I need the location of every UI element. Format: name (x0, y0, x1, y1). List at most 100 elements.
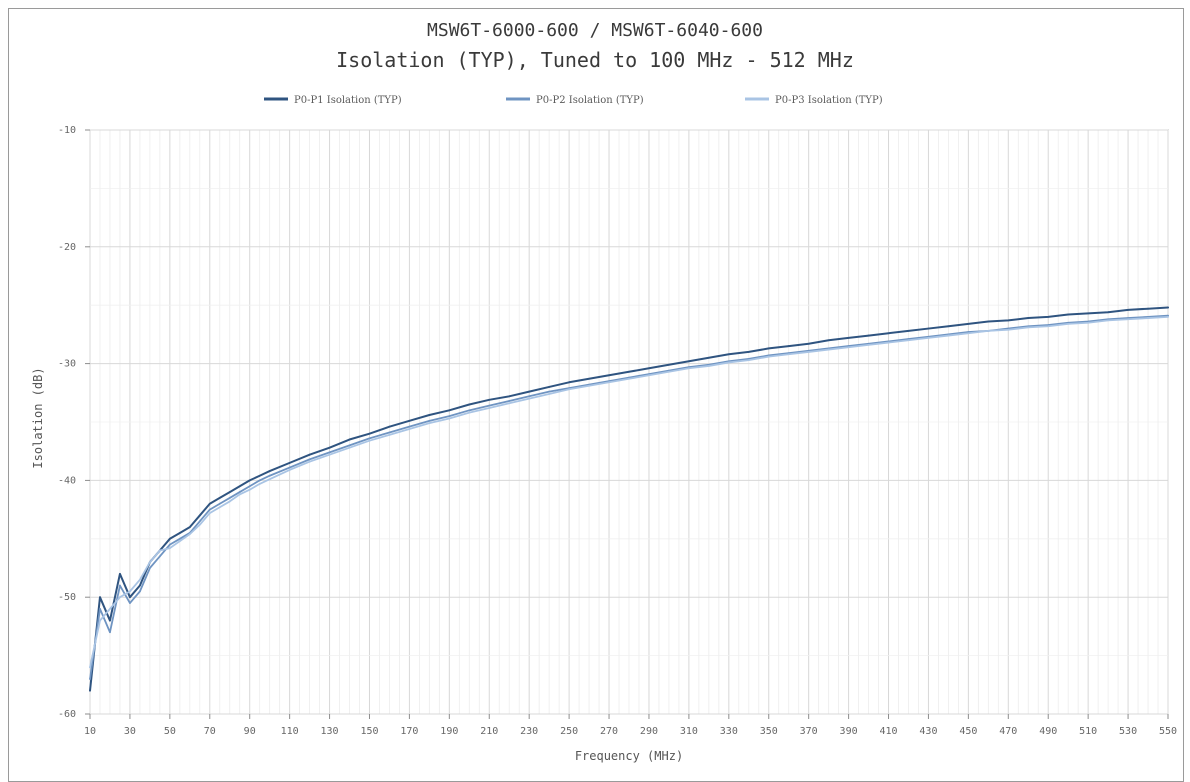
series-1-point (767, 347, 770, 350)
series-2-point (148, 567, 151, 569)
series-2-point (388, 431, 391, 434)
series-3-point (308, 460, 311, 463)
series-1-point (109, 619, 111, 622)
series-1-point (168, 537, 171, 540)
series-1-point (707, 356, 710, 359)
series-3-point (1167, 315, 1169, 318)
series-3-point (508, 402, 511, 405)
series-3-point (987, 330, 990, 332)
series-1-point (1047, 315, 1050, 318)
series-3-point (408, 428, 411, 430)
chart-title: MSW6T-6000-600 / MSW6T-6040-600 (427, 20, 763, 41)
series-3-point (268, 478, 271, 481)
x-tick-label-270: 270 (600, 726, 618, 737)
series-2-point (129, 602, 131, 604)
series-3-point (787, 353, 790, 356)
series-2-point (208, 508, 211, 511)
series-1-point (188, 526, 191, 529)
x-tick-label-310: 310 (680, 726, 698, 737)
series-1-point (947, 325, 950, 328)
series-3-point (488, 407, 491, 409)
series-2-point (468, 409, 471, 412)
series-3-point (178, 540, 181, 543)
series-3-point (448, 417, 451, 420)
series-1-point (99, 596, 101, 599)
series-2-point (198, 520, 201, 523)
series-1-point (907, 330, 910, 332)
series-3-point (168, 547, 171, 550)
series-3-point (188, 533, 191, 536)
series-1-point (747, 351, 750, 353)
series-2-point (548, 390, 551, 393)
series-3-point (1107, 319, 1110, 322)
x-tick-label-50: 50 (164, 726, 176, 737)
series-2-point (139, 590, 141, 593)
series-1-point (608, 374, 610, 377)
x-tick-label-350: 350 (760, 726, 778, 737)
x-tick-label-290: 290 (640, 726, 658, 737)
series-3-point (119, 596, 121, 599)
series-1-point (967, 322, 970, 325)
x-tick-label-370: 370 (800, 726, 818, 737)
series-3-point (608, 381, 610, 384)
series-1-point (568, 381, 571, 384)
series-3-point (348, 446, 351, 449)
x-axis-label: Frequency (MHz) (575, 749, 683, 763)
series-1-point (1027, 317, 1030, 319)
series-2-point (109, 631, 111, 634)
x-tick-label-130: 130 (321, 726, 339, 737)
series-3-point (368, 439, 371, 442)
x-tick-label-330: 330 (720, 726, 738, 737)
series-line-2 (89, 314, 1169, 680)
series-3-point (198, 523, 201, 526)
series-2-point (488, 404, 491, 407)
series-line-1 (89, 306, 1169, 692)
y-tick-label--30: -30 (58, 359, 76, 370)
series-3-point (927, 337, 930, 339)
series-1-point (687, 360, 690, 363)
x-tick-label-510: 510 (1079, 726, 1097, 737)
x-tick-label-410: 410 (879, 726, 897, 737)
series-1-point (208, 502, 211, 505)
x-tick-label-530: 530 (1119, 726, 1137, 737)
y-axis-label: Isolation (dB) (31, 367, 45, 468)
series-1-point (827, 339, 830, 342)
series-1-point (218, 497, 221, 499)
series-1-point (528, 390, 531, 393)
y-tick-label--40: -40 (58, 475, 76, 486)
series-1-point (119, 572, 121, 575)
series-3-point (887, 341, 890, 344)
series-3-point (668, 370, 670, 373)
series-3-point (628, 377, 630, 380)
series-1-point (308, 453, 311, 456)
x-tick-label-10: 10 (84, 726, 96, 737)
series-3-point (1007, 328, 1010, 331)
x-tick-label-390: 390 (840, 726, 858, 737)
series-2-point (258, 479, 261, 482)
series-1-point (1167, 306, 1169, 309)
series-1-point (887, 332, 890, 335)
legend-label-1: P0-P1 Isolation (TYP) (294, 95, 402, 106)
series-1-point (927, 327, 930, 330)
series-2-point (238, 491, 241, 493)
series-3-point (129, 590, 131, 593)
series-2-point (218, 502, 221, 505)
series-3-point (89, 666, 91, 669)
series-2-point (228, 497, 231, 499)
x-tick-label-110: 110 (281, 726, 299, 737)
series-3-point (428, 422, 431, 425)
x-tick-label-550: 550 (1159, 726, 1177, 737)
legend-label-2: P0-P2 Isolation (TYP) (536, 95, 644, 106)
x-tick-label-90: 90 (244, 726, 256, 737)
series-2-point (158, 555, 161, 558)
series-1-point (368, 432, 371, 435)
series-1-point (1087, 312, 1090, 315)
series-2-point (408, 425, 411, 428)
series-1-point (268, 470, 271, 472)
y-tick-label--10: -10 (58, 125, 76, 136)
series-2-point (119, 584, 121, 587)
series-1-point (198, 514, 201, 517)
series-3-point (139, 578, 141, 581)
series-1-point (448, 409, 451, 412)
